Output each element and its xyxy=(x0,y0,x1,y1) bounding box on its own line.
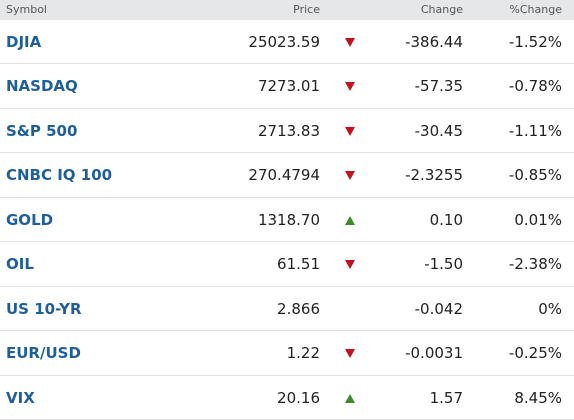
price: 270.4794 xyxy=(248,166,320,185)
trend-arrow xyxy=(345,126,355,136)
percent-change: -1.11% xyxy=(508,121,562,140)
price: 61.51 xyxy=(277,255,320,274)
change: 1.57 xyxy=(429,388,463,407)
symbol-link[interactable]: US 10-YR xyxy=(6,299,82,318)
percent-change: 0.01% xyxy=(514,210,562,229)
percent-change: -1.52% xyxy=(508,33,562,51)
symbol-link[interactable]: CNBC IQ 100 xyxy=(6,166,113,185)
percent-change: -2.38% xyxy=(508,255,562,274)
symbol-link[interactable]: EUR/USD xyxy=(6,344,81,363)
header-row: Symbol Price Change %Change xyxy=(0,0,574,20)
trend-arrow xyxy=(345,171,355,181)
symbol-link[interactable]: VIX xyxy=(6,388,35,407)
header-cell: Symbol xyxy=(6,3,47,16)
trend-arrow xyxy=(345,38,355,47)
price: 7273.01 xyxy=(257,77,320,96)
quote-row: GOLD 1318.70 0.10 0.01% xyxy=(0,198,574,243)
quote-row: S&P 500 2713.83 -30.45 -1.11% xyxy=(0,109,574,154)
quote-row: NASDAQ 7273.01 -57.35 -0.78% xyxy=(0,64,574,109)
percent-change: 8.45% xyxy=(514,388,562,407)
change: -30.45 xyxy=(414,121,463,140)
price: 2713.83 xyxy=(257,121,320,140)
quote-row: OIL 61.51 -1.50 -2.38% xyxy=(0,242,574,287)
change: -57.35 xyxy=(414,77,463,96)
header-cell: %Change xyxy=(509,3,562,16)
symbol-link[interactable]: NASDAQ xyxy=(6,77,78,96)
price: 25023.59 xyxy=(248,33,320,51)
price: 2.866 xyxy=(277,299,320,318)
percent-change: 0% xyxy=(538,299,562,318)
quote-row: US 10-YR 2.866 -0.042 0% xyxy=(0,287,574,332)
trend-arrow xyxy=(345,215,355,225)
quote-row: DJIA 25023.59 -386.44 -1.52% xyxy=(0,20,574,65)
trend-arrow xyxy=(345,82,355,92)
price: 1318.70 xyxy=(257,210,320,229)
trend-arrow xyxy=(345,349,355,359)
change: -386.44 xyxy=(405,33,463,51)
change: -0.0031 xyxy=(405,344,463,363)
change: -2.3255 xyxy=(405,166,463,185)
change: 0.10 xyxy=(429,210,463,229)
change: -1.50 xyxy=(424,255,463,274)
quote-row: EUR/USD 1.22 -0.0031 -0.25% xyxy=(0,331,574,376)
percent-change: -0.25% xyxy=(508,344,562,363)
quote-row: VIX 20.16 1.57 8.45% xyxy=(0,376,574,420)
symbol-link[interactable]: S&P 500 xyxy=(6,121,78,140)
quote-row: CNBC IQ 100 270.4794 -2.3255 -0.85% xyxy=(0,153,574,198)
percent-change: -0.78% xyxy=(508,77,562,96)
symbol-link[interactable]: DJIA xyxy=(6,33,42,51)
header-cell: Change xyxy=(420,3,463,16)
symbol-link[interactable]: OIL xyxy=(6,255,34,274)
price: 20.16 xyxy=(277,388,320,407)
percent-change: -0.85% xyxy=(508,166,562,185)
trend-arrow xyxy=(345,393,355,403)
price: 1.22 xyxy=(286,344,320,363)
header-cell: Price xyxy=(293,3,320,16)
trend-arrow xyxy=(345,260,355,270)
symbol-link[interactable]: GOLD xyxy=(6,210,54,229)
change: -0.042 xyxy=(414,299,463,318)
